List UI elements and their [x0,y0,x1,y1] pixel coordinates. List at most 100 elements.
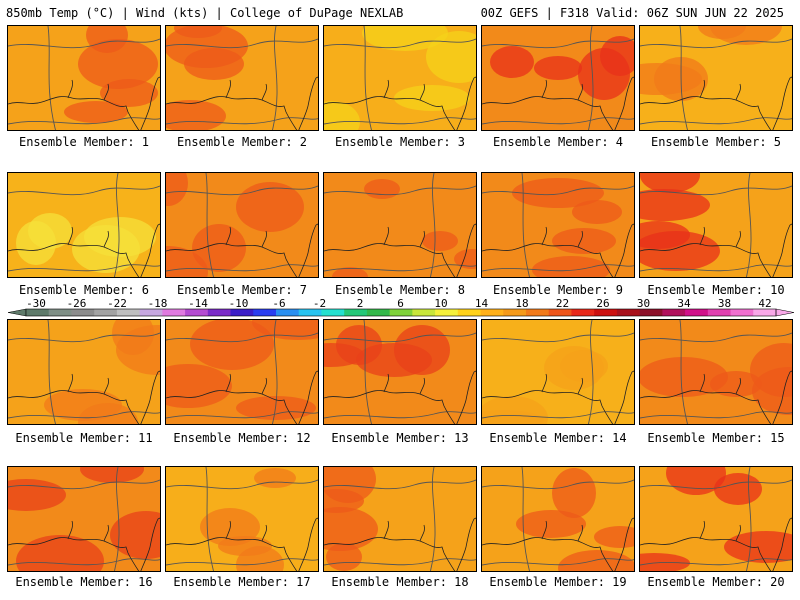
temperature-shade [572,200,622,224]
height-contour [482,558,634,566]
temperature-shade [28,213,72,249]
temperature-shade [80,467,144,483]
ensemble-map-panel [639,466,793,572]
height-contour [324,185,476,196]
ensemble-member-label: Ensemble Member: 8 [334,283,466,297]
height-contour [8,411,160,419]
height-contour [113,173,120,277]
coastline [324,517,476,571]
temperature-shade [534,56,582,80]
coastline [324,370,476,424]
temperature-shade [236,396,316,420]
colorbar-swatch [526,309,550,316]
coastline [8,76,160,130]
colorbar-swatch [276,309,300,316]
temperature-shade [254,468,296,488]
coastline [383,226,425,248]
temperature-shade [332,267,368,277]
ensemble-map-panel [7,172,161,278]
temperature-shade [356,343,432,377]
height-contour [640,117,792,125]
ensemble-member-label: Ensemble Member: 10 [647,283,785,297]
colorbar-tick-label: 34 [677,297,691,310]
height-contour [482,117,634,125]
height-contour [363,320,372,424]
colorbar-swatch [48,309,72,316]
ensemble-member-label: Ensemble Member: 6 [18,283,150,297]
colorbar-tick-label: 42 [758,297,772,310]
coastline [482,370,634,424]
colorbar-swatch [162,309,186,316]
height-contour [8,332,160,343]
ensemble-member-label: Ensemble Member: 2 [176,135,308,149]
temperature-shade [166,100,226,130]
height-contour [324,117,476,125]
height-contour [521,173,530,277]
height-contour [8,117,160,125]
coastline [225,79,267,101]
height-contour [640,38,792,49]
temperature-shade [552,468,596,518]
ensemble-map-panel [165,25,319,131]
height-contour [166,411,318,419]
height-contour [166,558,318,566]
coastline [225,520,267,542]
temperature-shade [190,320,274,370]
height-contour [8,185,160,196]
temperature-shade [640,63,702,95]
coastline [324,223,476,277]
height-contour [8,38,160,49]
height-contour [205,173,214,277]
ensemble-map-panel [165,319,319,425]
colorbar-swatch [707,309,732,316]
ensemble-map-panel [639,319,793,425]
coastline [699,226,741,248]
temperature-shade [698,26,746,39]
coastline [166,517,318,571]
temperature-shade [64,101,128,123]
ensemble-map-panel [481,466,635,572]
coastline [640,370,792,424]
colorbar-tick-label: 30 [636,297,651,310]
ensemble-map-panel [323,25,477,131]
coastline [699,373,741,395]
temperature-shade [236,182,304,232]
height-contour [363,26,372,130]
height-contour [324,479,476,490]
height-contour [47,320,56,424]
colorbar-swatch [253,309,277,316]
ensemble-map-panel [323,319,477,425]
temperature-shade [532,256,610,277]
ensemble-member-label: Ensemble Member: 17 [173,575,311,589]
colorbar-swatch [435,309,459,316]
colorbar-swatch [548,309,572,316]
ensemble-member-label: Ensemble Member: 12 [173,431,311,445]
colorbar-swatch [662,309,686,316]
ensemble-map-panel [639,25,793,131]
coastline [640,517,792,571]
height-contour [429,173,436,277]
coastline [640,76,792,130]
ensemble-member-label: Ensemble Member: 5 [650,135,782,149]
height-contour [324,411,476,419]
height-contour [640,411,792,419]
height-contour [745,467,752,571]
ensemble-member-label: Ensemble Member: 11 [15,431,153,445]
colorbar-tick-label: 26 [596,297,610,310]
height-contour [47,26,56,130]
colorbar-tick-label: -22 [107,297,127,310]
colorbar-swatch [207,309,232,316]
height-contour [271,26,278,130]
colorbar-swatch [616,309,641,316]
temperature-shade [640,173,700,193]
temperature-shade [84,217,156,257]
height-contour [8,264,160,272]
colorbar-tick-label: -14 [188,297,208,310]
coastline [482,517,634,571]
coastline [541,520,583,542]
height-contour [324,558,476,566]
temperature-shade [490,46,534,78]
temperature-shade [482,396,548,424]
temperature-shade [78,39,158,89]
ensemble-member-label: Ensemble Member: 16 [15,575,153,589]
